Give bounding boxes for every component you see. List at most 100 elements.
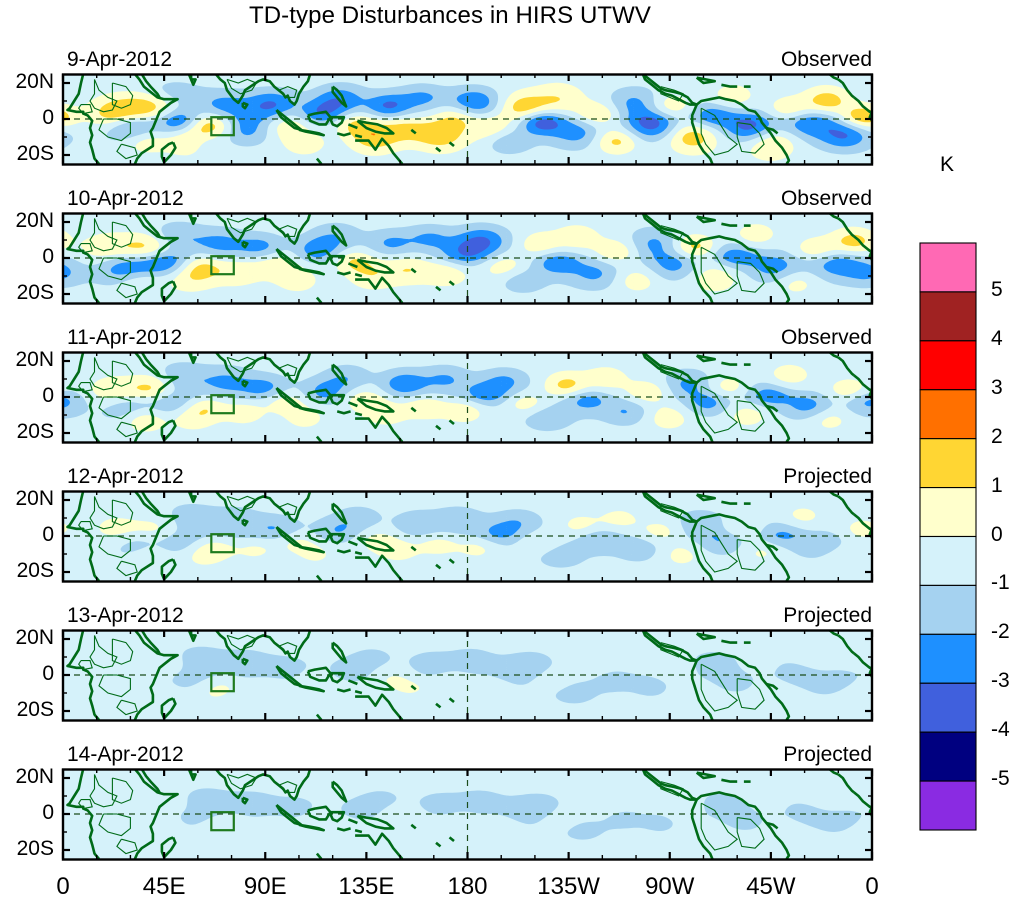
contour-field: [63, 630, 872, 720]
coastline: [315, 296, 323, 303]
coastline: [306, 666, 332, 682]
coastline: [336, 410, 351, 415]
colorbar-tick-label: 4: [991, 326, 1003, 350]
y-tick-label: 20S: [16, 142, 54, 165]
panel-frame: [61, 212, 874, 305]
coastline: [356, 675, 395, 691]
country-border: [700, 524, 739, 573]
country-border: [700, 107, 739, 156]
coastline: [354, 828, 363, 834]
coastline: [329, 115, 346, 128]
coastline: [140, 630, 161, 655]
coastline: [690, 382, 714, 442]
contour-field: [63, 491, 872, 581]
coastline: [187, 352, 197, 365]
coastline: [214, 352, 312, 384]
x-tick-label: 45W: [746, 873, 796, 900]
colorbar-band: [919, 633, 977, 684]
colorbar-band: [919, 438, 977, 489]
coastline: [133, 352, 179, 442]
coastline: [355, 415, 404, 442]
coastline: [331, 641, 348, 664]
coastline: [721, 639, 738, 644]
country-border: [660, 86, 685, 102]
coastline: [140, 491, 161, 516]
panel-frame: [61, 629, 874, 722]
country-border: [98, 535, 131, 559]
coastline: [721, 778, 738, 783]
y-tick-label: 0: [42, 245, 54, 268]
panel-status-label-1: Observed: [780, 48, 872, 71]
country-border: [111, 82, 134, 109]
country-border: [78, 521, 93, 532]
country-border: [78, 104, 93, 115]
country-border: [89, 357, 118, 391]
panel-date-label-4: 12-Apr-2012: [67, 465, 184, 488]
colorbar-band: [919, 389, 977, 440]
country-border: [736, 400, 765, 432]
panel-date-label-2: 10-Apr-2012: [67, 187, 184, 210]
coastline: [160, 419, 177, 442]
colorbar-tick-label: -5: [991, 767, 1010, 791]
colorbar-band: [919, 584, 977, 635]
coastline: [133, 491, 179, 581]
coastline: [331, 780, 348, 803]
country-border: [89, 79, 118, 113]
coastline: [356, 258, 395, 274]
coastline: [448, 280, 455, 287]
coastline: [187, 630, 197, 643]
region-box: [210, 116, 235, 137]
panel-status-label-4: Projected: [783, 465, 872, 488]
country-border: [98, 396, 131, 420]
coastline: [853, 791, 872, 809]
panel-status-label-6: Projected: [783, 743, 872, 766]
coastline: [298, 267, 325, 276]
map-panel-5: 13-Apr-2012 Projected: [0, 604, 1015, 722]
coastline: [214, 630, 312, 662]
country-border: [660, 225, 685, 241]
coastline: [695, 632, 716, 641]
coastline: [187, 213, 197, 226]
country-border: [226, 773, 258, 790]
panel-frame: [61, 73, 874, 166]
country-border: [700, 246, 739, 295]
coastline: [695, 76, 716, 85]
coastline: [853, 235, 872, 253]
coastline: [241, 657, 249, 666]
coastline: [837, 78, 855, 99]
coastline: [410, 128, 417, 135]
y-tick-label: 20N: [15, 209, 54, 232]
coastline: [331, 363, 348, 386]
coastline: [695, 791, 791, 859]
coastline: [329, 810, 346, 823]
coastline: [315, 852, 323, 859]
colorbar-band: [919, 682, 977, 733]
colorbar-tick-label: -4: [991, 718, 1010, 742]
coastline: [355, 693, 404, 720]
coastline: [448, 141, 455, 148]
coastline: [306, 249, 332, 265]
y-tick-label: 20S: [16, 837, 54, 860]
coastline: [355, 276, 404, 303]
coastline: [695, 493, 716, 502]
coastline: [695, 215, 716, 224]
coastline: [435, 285, 442, 292]
coastline: [133, 213, 179, 303]
country-border: [89, 774, 118, 808]
coastline: [837, 634, 855, 655]
coastline: [356, 536, 395, 552]
y-tick-label: 20N: [15, 348, 54, 371]
coastline: [410, 267, 417, 274]
y-tick-label: 20S: [16, 559, 54, 582]
coastline: [329, 671, 346, 684]
coastline: [214, 213, 312, 245]
country-border: [736, 539, 765, 571]
coastline: [690, 660, 714, 720]
coastline: [347, 818, 358, 825]
coastline: [306, 805, 332, 821]
coastline: [298, 128, 325, 137]
coastline: [66, 352, 100, 442]
coastline: [766, 265, 779, 274]
panel-status-label-3: Observed: [780, 326, 872, 349]
